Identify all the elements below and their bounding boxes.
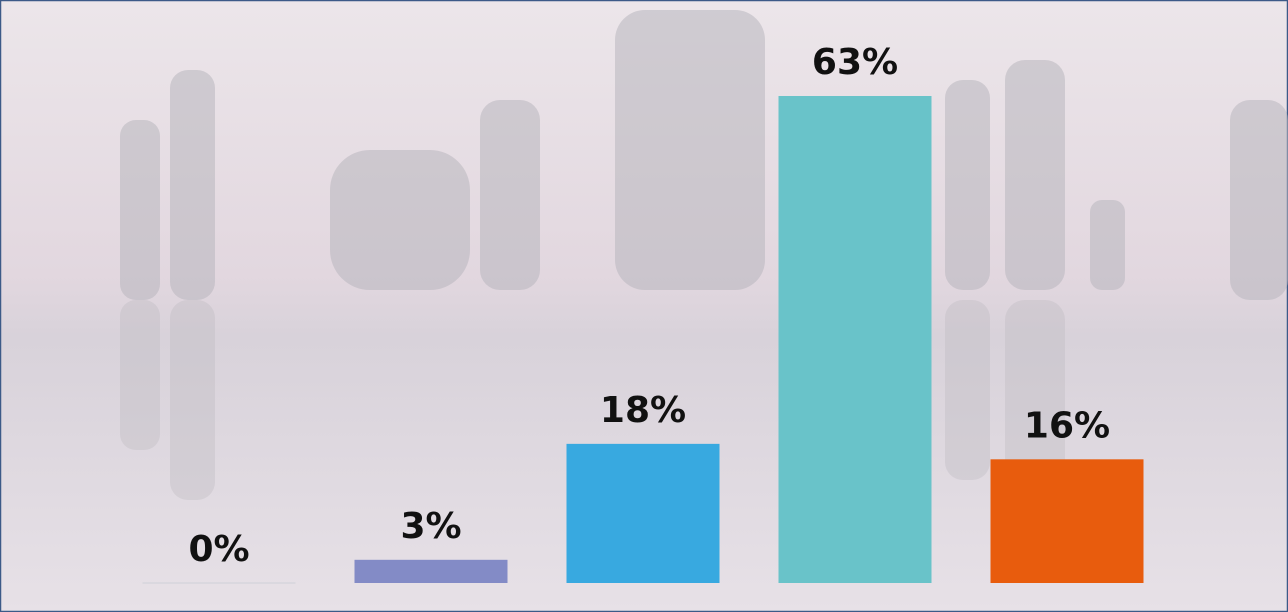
silhouettes (120, 10, 1288, 500)
value-label: 63% (812, 42, 898, 83)
bar (778, 96, 932, 583)
value-label: 0% (188, 529, 249, 570)
bar (354, 559, 508, 583)
bar (990, 459, 1144, 583)
value-label: 18% (600, 390, 686, 431)
value-label: 3% (400, 506, 461, 547)
value-label: 16% (1024, 405, 1110, 446)
bar (566, 443, 720, 583)
